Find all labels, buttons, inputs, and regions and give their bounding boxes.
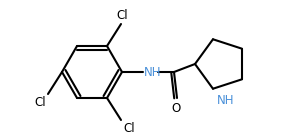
Text: Cl: Cl	[123, 122, 135, 135]
Text: NH: NH	[217, 94, 234, 107]
Text: Cl: Cl	[116, 9, 128, 22]
Text: O: O	[171, 102, 181, 115]
Text: NH: NH	[144, 66, 162, 79]
Text: Cl: Cl	[34, 96, 46, 109]
